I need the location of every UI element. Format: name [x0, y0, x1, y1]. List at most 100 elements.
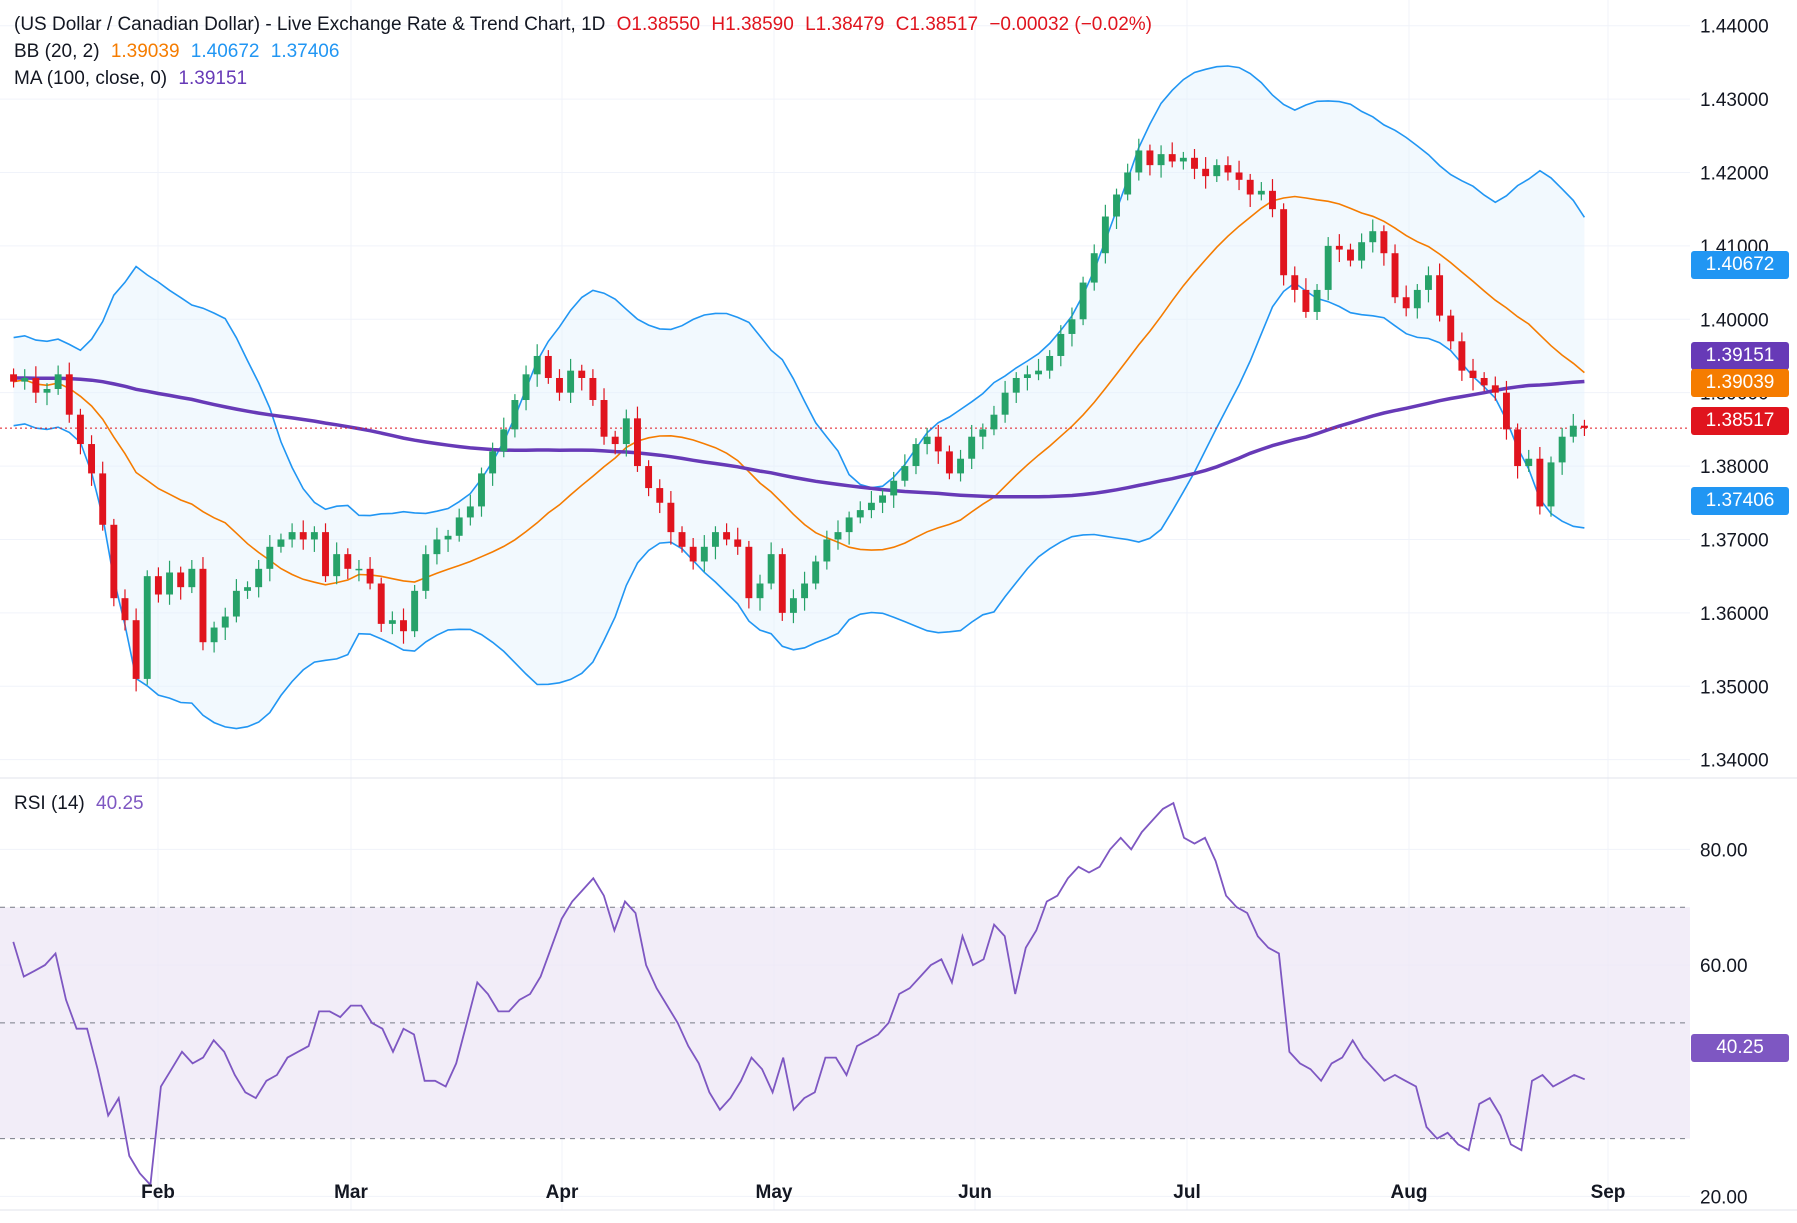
candle-body [801, 583, 809, 599]
candle-body [1157, 154, 1165, 166]
candle-body [1046, 355, 1054, 371]
rsi-line [12, 801, 1586, 1187]
candle-body [1168, 154, 1176, 162]
candle-body [1536, 458, 1544, 507]
price-tick-label: 1.35000 [1700, 677, 1769, 698]
time-tick-label: May [756, 1182, 793, 1203]
candle-body [110, 524, 118, 599]
candle-body [1191, 157, 1198, 169]
bb-lower-price-tag: 1.37406 [1691, 487, 1789, 515]
candle-body [778, 554, 786, 613]
time-tick-label: Sep [1591, 1182, 1626, 1203]
price-tick-label: 1.44000 [1700, 17, 1769, 38]
candle-body [578, 370, 586, 378]
time-tick-label: Feb [141, 1182, 175, 1203]
candle-body [1580, 425, 1588, 428]
candle-body [656, 488, 664, 503]
candle-body [934, 436, 942, 452]
ohlc-open: O1.38550 [616, 14, 701, 35]
bb-band-fill [13, 66, 1585, 729]
candle-body [355, 568, 363, 571]
candle-body [1090, 253, 1098, 283]
bb-mid-price-tag: 1.39039 [1691, 369, 1789, 397]
candle-body [377, 583, 385, 624]
candle-body [645, 466, 653, 489]
candle-body [745, 546, 753, 599]
candle-body [1079, 282, 1087, 320]
candle-body [1068, 319, 1076, 334]
bb-lower-line [13, 282, 1585, 730]
candle-body [789, 598, 797, 613]
candle-body [221, 616, 229, 628]
candle-body [1235, 172, 1243, 180]
candle-body [333, 554, 341, 577]
rsi-price-tag: 40.25 [1691, 1034, 1789, 1062]
bb-upper-value: 1.40672 [190, 41, 260, 62]
candle-body [511, 400, 519, 430]
time-tick-label: Apr [546, 1182, 579, 1203]
candle-body [1413, 289, 1421, 309]
price-tick-label: 1.38000 [1700, 457, 1769, 478]
candle-body [1280, 209, 1288, 276]
candle-body [76, 414, 84, 445]
candle-body [968, 436, 976, 459]
ma-value: 1.39151 [178, 68, 248, 89]
candle-body [1057, 333, 1065, 356]
candle-body [1458, 341, 1466, 371]
candle-body [277, 539, 285, 547]
candle-body [1447, 315, 1455, 342]
candle-body [1525, 458, 1533, 467]
candle-body [1023, 374, 1031, 378]
candle-body [422, 554, 430, 591]
axes: 1.440001.430001.420001.410001.400001.390… [0, 17, 1797, 1211]
candle-body [756, 583, 764, 599]
candle-body [99, 473, 107, 525]
candle-body [522, 374, 530, 401]
time-tick-label: Aug [1391, 1182, 1428, 1203]
chart-title: (US Dollar / Canadian Dollar) - Live Exc… [14, 14, 606, 35]
candle-body [21, 377, 29, 382]
candle-body [1246, 179, 1254, 195]
candle-body [400, 620, 407, 632]
candle-body [711, 532, 719, 547]
candle-body [723, 532, 731, 540]
candle-body [667, 502, 675, 533]
candle-body [1547, 462, 1555, 507]
candle-body [767, 554, 775, 584]
candle-body [366, 568, 374, 584]
candle-body [266, 546, 274, 569]
price-tick-label: 1.34000 [1700, 751, 1769, 772]
candle-body [199, 568, 207, 643]
candle-body [901, 466, 909, 481]
candle-body [1313, 289, 1321, 312]
candle-body [1012, 377, 1020, 393]
candle-body [1257, 190, 1265, 195]
candle-body [288, 532, 296, 540]
candle-body [388, 620, 396, 624]
rsi-value: 40.25 [96, 793, 144, 814]
candle-body [1302, 289, 1310, 312]
ohlc-change: −0.00032 (−0.02%) [989, 14, 1152, 35]
candle-body [957, 458, 964, 474]
candle-body [54, 374, 62, 389]
candle-body [1324, 245, 1332, 290]
candle-body [867, 502, 875, 511]
candle-body [322, 532, 329, 577]
candle-body [43, 389, 51, 393]
candle-body [1436, 275, 1444, 316]
candle-body [812, 561, 820, 584]
ma-price-tag: 1.39151 [1691, 342, 1789, 370]
candle-body [533, 355, 541, 375]
candle-body [1146, 150, 1154, 166]
ohlc-low: L1.38479 [805, 14, 885, 35]
candle-body [856, 510, 864, 518]
candle-body [299, 532, 307, 540]
bb-mid-value: 1.39039 [110, 41, 180, 62]
last-price-tag: 1.38517 [1691, 407, 1789, 435]
candle-body [990, 414, 998, 430]
candle-body [1369, 231, 1377, 243]
bollinger-bands [13, 65, 1586, 730]
candle-body [634, 418, 641, 467]
candle-body [166, 572, 173, 595]
